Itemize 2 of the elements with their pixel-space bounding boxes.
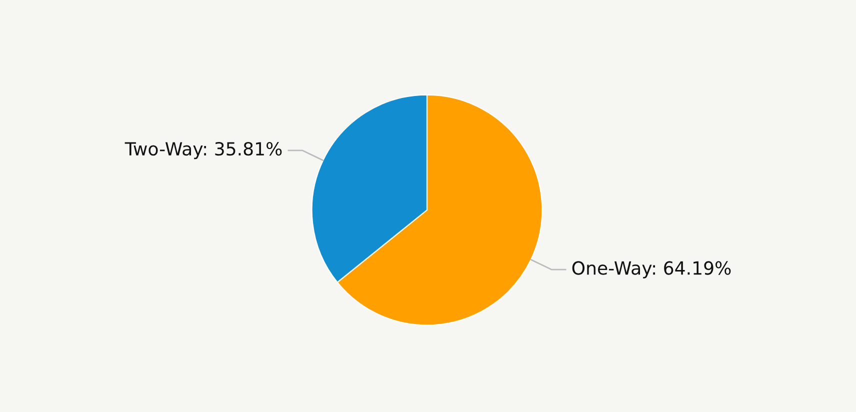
slice-label: Two-Way: 35.81% [124, 142, 282, 160]
slice-label: One-Way: 64.19% [572, 261, 731, 278]
